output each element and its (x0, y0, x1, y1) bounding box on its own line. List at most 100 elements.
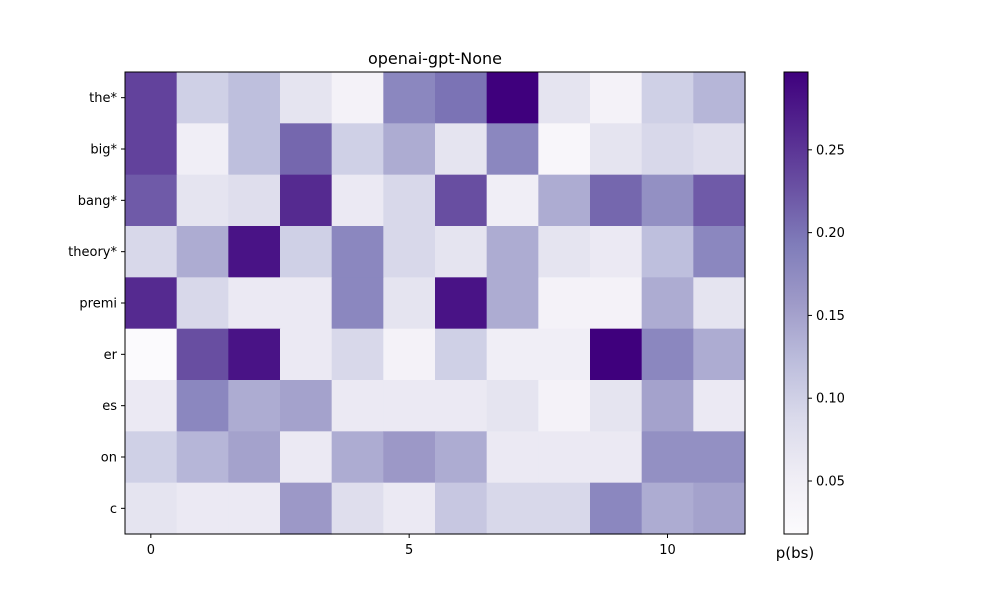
y-tick-label: on (101, 451, 117, 466)
heatmap-cell (383, 123, 436, 176)
heatmap-cell (641, 380, 694, 432)
heatmap-cell (693, 431, 746, 484)
heatmap-cell (280, 328, 333, 381)
heatmap-cell (383, 72, 436, 124)
heatmap-cell (486, 123, 539, 176)
heatmap-cell (486, 482, 539, 535)
x-tick-label: 0 (147, 543, 155, 558)
heatmap-cell (641, 123, 694, 176)
heatmap-cell (641, 277, 694, 330)
heatmap-cells (125, 72, 746, 535)
heatmap-cell (641, 431, 694, 484)
heatmap-cell (641, 226, 694, 278)
heatmap-cell (641, 328, 694, 381)
heatmap-cell (331, 380, 384, 432)
heatmap-cell (383, 380, 436, 432)
heatmap-cell (176, 226, 229, 278)
colorbar-ticks: 0.05 0.10 0.15 0.20 0.25 (808, 143, 845, 490)
heatmap-cell (693, 123, 746, 176)
chart-title: openai-gpt-None (368, 49, 502, 68)
heatmap-cell (176, 328, 229, 381)
heatmap-cell (228, 174, 281, 227)
heatmap-cell (125, 123, 178, 176)
heatmap-cell (435, 380, 488, 432)
y-tick-labels: the* big* bang* theory* premi er es on c (68, 91, 125, 517)
heatmap-cell (280, 123, 333, 176)
heatmap-cell (331, 277, 384, 330)
heatmap-cell (538, 380, 591, 432)
heatmap-cell (176, 277, 229, 330)
heatmap-cell (176, 174, 229, 227)
heatmap-cell (486, 380, 539, 432)
heatmap-cell (331, 431, 384, 484)
heatmap-cell (125, 431, 178, 484)
heatmap-cell (280, 277, 333, 330)
heatmap-cell (176, 72, 229, 124)
x-tick-label: 5 (405, 543, 413, 558)
heatmap-cell (590, 482, 643, 535)
heatmap-cell (280, 72, 333, 124)
heatmap-cell (176, 380, 229, 432)
x-tick-labels: 0 5 10 (147, 534, 676, 558)
y-tick-label: bang* (78, 194, 118, 209)
heatmap-cell (280, 174, 333, 227)
colorbar-tick-label: 0.25 (816, 143, 845, 158)
heatmap-cell (435, 174, 488, 227)
heatmap-cell (435, 277, 488, 330)
heatmap-cell (538, 123, 591, 176)
heatmap-cell (228, 328, 281, 381)
colorbar-tick-label: 0.10 (816, 392, 845, 407)
heatmap-cell (331, 226, 384, 278)
heatmap-cell (693, 380, 746, 432)
heatmap-cell (228, 123, 281, 176)
heatmap-cell (228, 72, 281, 124)
heatmap-cell (590, 380, 643, 432)
heatmap-cell (228, 277, 281, 330)
heatmap-cell (125, 277, 178, 330)
colorbar (783, 71, 809, 535)
heatmap-cell (693, 72, 746, 124)
y-tick-label: the* (89, 91, 117, 106)
y-tick-label: big* (90, 143, 117, 158)
colorbar-tick-label: 0.15 (816, 309, 845, 324)
heatmap-cell (125, 174, 178, 227)
heatmap-cell (280, 431, 333, 484)
heatmap-cell (693, 482, 746, 535)
y-tick-label: theory* (68, 245, 117, 260)
heatmap-cell (590, 226, 643, 278)
heatmap-cell (435, 123, 488, 176)
heatmap-cell (331, 123, 384, 176)
heatmap-cell (228, 482, 281, 535)
heatmap-cell (538, 431, 591, 484)
heatmap-cell (590, 72, 643, 124)
heatmap-cell (538, 277, 591, 330)
heatmap-cell (641, 482, 694, 535)
heatmap-cell (590, 174, 643, 227)
heatmap-cell (383, 174, 436, 227)
x-tick-label: 10 (659, 543, 676, 558)
heatmap-cell (176, 123, 229, 176)
heatmap-cell (331, 174, 384, 227)
heatmap-cell (331, 72, 384, 124)
heatmap-cell (486, 72, 539, 124)
heatmap-cell (176, 482, 229, 535)
heatmap-cell (590, 431, 643, 484)
heatmap-cell (125, 380, 178, 432)
colorbar-tick-label: 0.20 (816, 226, 845, 241)
heatmap-cell (228, 226, 281, 278)
heatmap-cell (383, 328, 436, 381)
heatmap-cell (590, 328, 643, 381)
y-tick-label: c (110, 502, 117, 517)
heatmap-cell (125, 226, 178, 278)
heatmap-cell (383, 431, 436, 484)
heatmap-cell (280, 380, 333, 432)
heatmap-cell (280, 226, 333, 278)
heatmap-cell (538, 482, 591, 535)
heatmap-cell (590, 277, 643, 330)
heatmap-cell (641, 72, 694, 124)
heatmap-cell (538, 226, 591, 278)
heatmap-cell (383, 226, 436, 278)
heatmap-cell (228, 380, 281, 432)
heatmap-cell (590, 123, 643, 176)
